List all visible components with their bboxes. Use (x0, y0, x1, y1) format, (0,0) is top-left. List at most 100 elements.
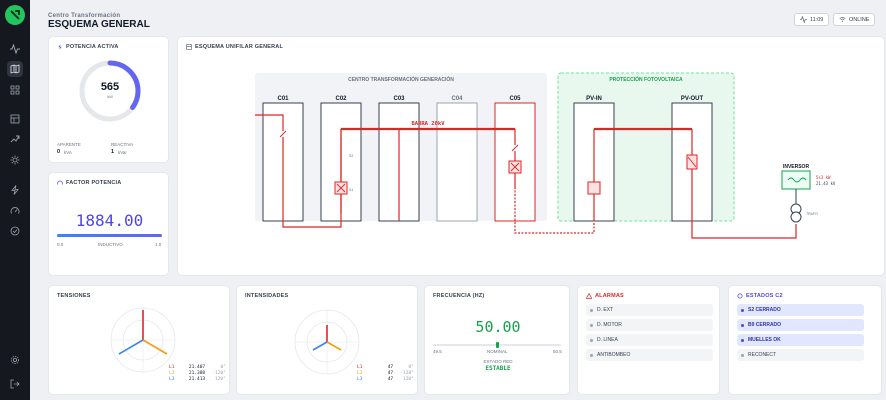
state-label: B9 CERRADO (748, 322, 782, 328)
cell-c02-label: C02 (335, 96, 347, 102)
check-icon[interactable] (7, 223, 23, 239)
factor-mode: INDUCTIVO (98, 242, 123, 247)
legend-value: 21.413 (188, 377, 206, 382)
status-dot (741, 323, 744, 327)
frecuencia-min: 49.5 (433, 349, 442, 354)
phasor-l3 (118, 339, 144, 355)
intensidades-legend: L1 47 0° L2 47 -120° L3 47 120° (355, 364, 416, 384)
time-pill[interactable]: 11:09 (794, 13, 830, 26)
ct-zone-title: CENTRO TRANSFORMACIÓN GENERACIÓN (348, 75, 454, 83)
trend-icon[interactable] (7, 131, 23, 147)
status-dot (590, 353, 593, 357)
sun-icon[interactable] (7, 152, 23, 168)
inversor-wave-icon (787, 177, 807, 183)
legend-value: 47 (387, 377, 394, 382)
map-icon[interactable] (7, 61, 23, 77)
c02-breaker-x (336, 183, 346, 193)
alarm-label: D. LINEA (597, 337, 618, 343)
reactiva-label: REACTIVA (111, 142, 134, 147)
legend-ph: L2 (357, 371, 363, 376)
cell-c01-label: C01 (277, 96, 289, 102)
cell-pv-out-label: PV-OUT (681, 96, 704, 102)
grid-icon[interactable] (7, 82, 23, 98)
logout-icon[interactable] (7, 376, 23, 392)
status-dot (590, 323, 593, 327)
legend-ph: L1 (169, 365, 175, 370)
factor-value: 1884.00 (75, 211, 144, 230)
intensidades-title: INTENSIDADES (245, 293, 289, 299)
factor-card: FACTOR POTENCIA 1884.00 0.0 INDUCTIVO 1.… (48, 172, 169, 276)
state-item[interactable]: MUELLES OK (737, 334, 864, 346)
tensiones-phasor (110, 307, 176, 373)
state-label: MUELLES OK (748, 337, 781, 343)
tensiones-card: TENSIONES L1 21.407 0° L2 21.388 -120° L… (48, 285, 230, 395)
inversor-voltage: 21.43 kV (816, 181, 836, 186)
activity-icon[interactable] (7, 41, 23, 57)
legend-angle: -120° (400, 371, 414, 376)
alarm-label: D. EXT (597, 307, 614, 313)
legend-ph: L3 (357, 377, 363, 382)
cell-c04[interactable] (436, 102, 478, 222)
legend-angle: 0° (408, 365, 414, 370)
c02-s1: S1 (349, 188, 353, 192)
online-pill[interactable]: ONLINE (833, 13, 876, 26)
potencia-gauge (79, 60, 141, 122)
frecuencia-card: FRECUENCIA (HZ) 50.00 49.5 NOMINAL 50.5 … (424, 285, 570, 395)
cell-c03-label: C03 (393, 96, 405, 102)
frecuencia-value: 50.00 (475, 318, 521, 336)
legend-value: 21.388 (188, 371, 206, 376)
factor-title: FACTOR POTENCIA (57, 180, 121, 186)
table-icon[interactable] (7, 111, 23, 127)
frecuencia-max: 50.5 (553, 349, 562, 354)
frecuencia-title: FRECUENCIA (HZ) (433, 293, 485, 299)
factor-min: 0.0 (57, 242, 64, 247)
alarm-item[interactable]: D. EXT (586, 304, 713, 316)
c05-switch (511, 144, 519, 152)
alarm-item[interactable]: D. LINEA (586, 334, 713, 346)
trafo-label: TRAFO (806, 212, 818, 216)
state-item[interactable]: S2 CERRADO (737, 304, 864, 316)
pv-out-line (691, 129, 797, 239)
state-item[interactable]: B9 CERRADO (737, 319, 864, 331)
intensidades-phasor (294, 309, 360, 375)
alarm-item[interactable]: D. MOTOR (586, 319, 713, 331)
c05-pv-link (514, 187, 595, 234)
unifilar-title: ESQUEMA UNIFILAR GENERAL (186, 44, 283, 50)
time-label: 11:09 (810, 16, 824, 23)
frecuencia-marker (496, 342, 499, 348)
legend-ph: L2 (169, 371, 175, 376)
pv-zone-title: PROTECCIÓN FOTOVOLTAICA (609, 75, 683, 83)
alarmas-title: ALARMAS (586, 293, 624, 299)
state-item[interactable]: RECONECT (737, 349, 864, 361)
alarmas-card: ALARMAS D. EXT D. MOTOR D. LINEA ANTIBOM… (577, 285, 720, 395)
legend-angle: 120° (403, 377, 414, 382)
legend-value: 21.407 (188, 365, 206, 370)
estados-title: ESTADOS C2 (737, 293, 783, 299)
status-dot (741, 308, 744, 312)
estado-red-value: ESTABLE (485, 365, 511, 372)
header-subtitle: Centro Transformación (48, 13, 121, 19)
potencia-title: POTENCIA ACTIVA (57, 44, 119, 50)
gauge-icon[interactable] (7, 203, 23, 219)
pv-in-breaker[interactable] (587, 181, 601, 195)
phasor-l2 (142, 339, 168, 355)
pv-out-fuse-mark (687, 156, 697, 168)
cell-c05-label: C05 (509, 96, 521, 102)
settings-icon[interactable] (7, 352, 23, 368)
status-label: ONLINE (849, 16, 870, 23)
frecuencia-nominal: NOMINAL (487, 349, 508, 354)
alarm-label: ANTIBOMBEO (597, 352, 631, 358)
legend-angle: -120° (212, 371, 226, 376)
state-label: S2 CERRADO (748, 307, 781, 313)
aparente-unit: kVA (64, 150, 72, 155)
legend-value: 47 (387, 371, 394, 376)
logo-icon[interactable] (5, 5, 25, 25)
side-rail (0, 0, 30, 400)
page-title: ESQUEMA GENERAL (48, 19, 150, 30)
alarm-item[interactable]: ANTIBOMBEO (586, 349, 713, 361)
aparente-label: APARENTE (57, 142, 81, 147)
tensiones-legend: L1 21.407 0° L2 21.388 -120° L3 21.413 1… (167, 364, 228, 384)
c02-s2: S2 (349, 154, 353, 158)
bolt-icon[interactable] (7, 182, 23, 198)
estados-card: ESTADOS C2 S2 CERRADO B9 CERRADO MUELLES… (728, 285, 882, 395)
